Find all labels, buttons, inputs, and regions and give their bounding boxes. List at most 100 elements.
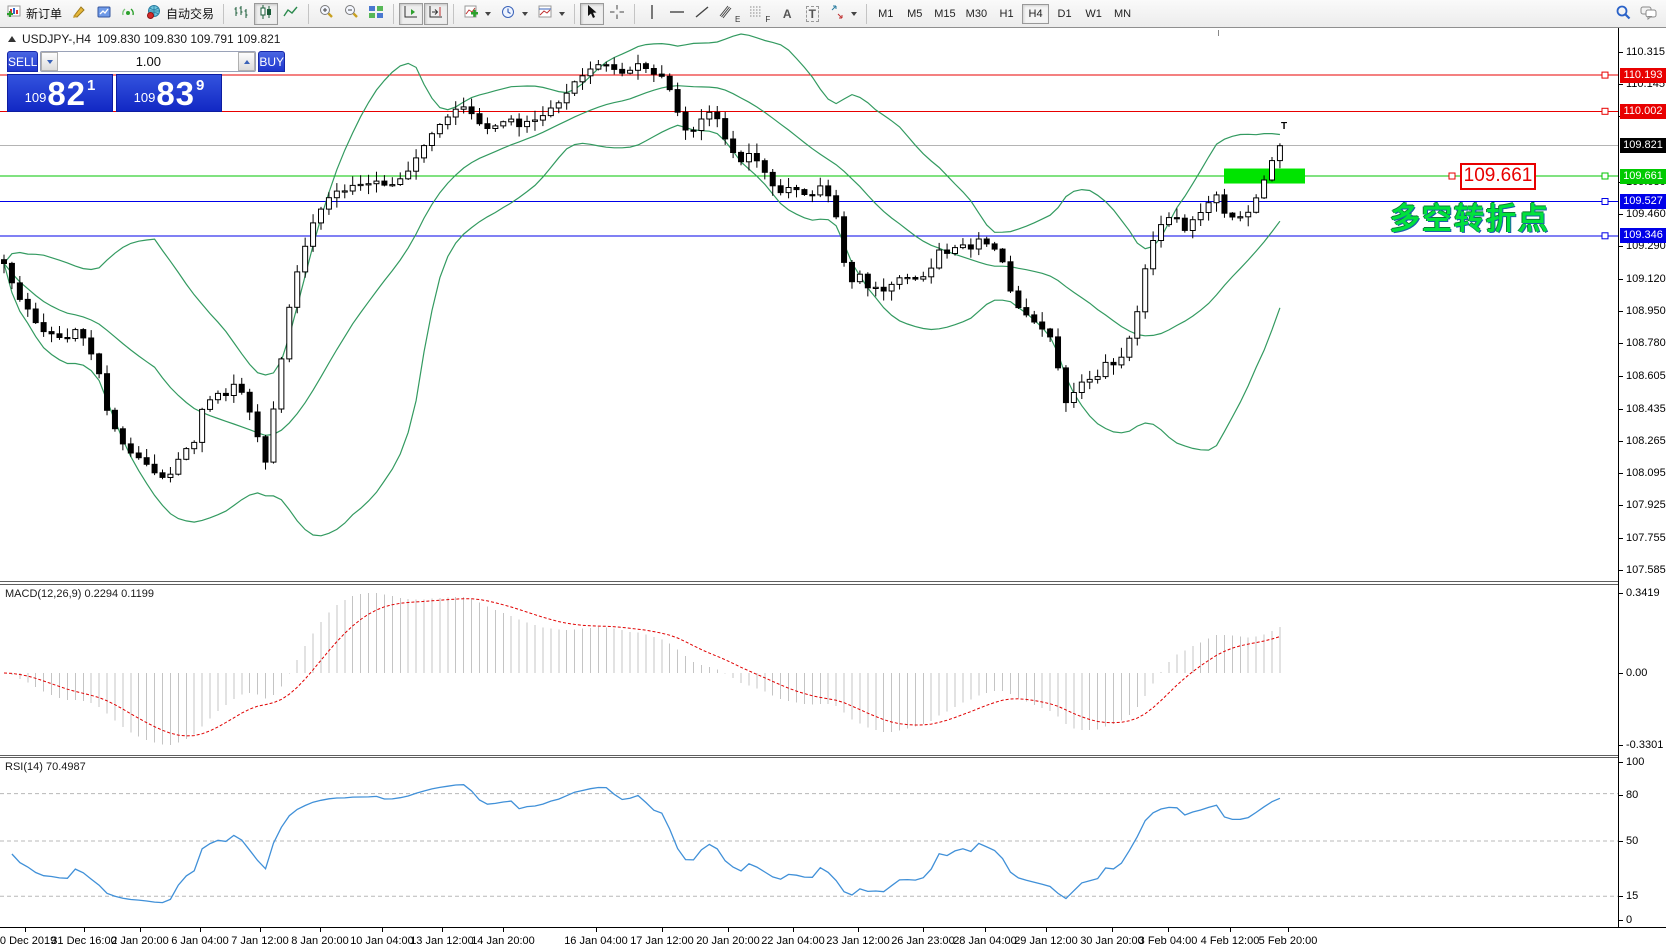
time-label: 17 Jan 12:00 [630, 935, 694, 947]
toolbar-separator [308, 3, 310, 24]
timeframe-M15[interactable]: M15 [930, 4, 959, 24]
text-tool-button[interactable]: A [775, 3, 799, 25]
rsi-axis-label: 0 [1626, 914, 1633, 926]
yellow-arrow-icon [71, 4, 87, 23]
label-tool-button[interactable]: T [800, 3, 824, 25]
chart-shift-button[interactable] [424, 2, 449, 25]
rsi-axis-label: 80 [1626, 789, 1639, 801]
rsi-axis-label: 15 [1626, 890, 1639, 902]
zoom-out-button[interactable] [339, 3, 363, 25]
rsi-tick [1619, 896, 1623, 897]
timeframe-W1[interactable]: W1 [1080, 4, 1107, 24]
macd-canvas[interactable] [0, 585, 1618, 755]
rsi-tick [1619, 762, 1623, 763]
horizontal-line-tool-button[interactable] [665, 3, 689, 25]
price-chart-canvas[interactable] [0, 28, 1618, 581]
volume-decrease-button[interactable] [41, 52, 59, 71]
bar-chart-icon [233, 4, 249, 23]
down-arrow-icon [46, 59, 53, 64]
price-tick-label: 107.755 [1626, 531, 1666, 544]
arrows-tool-button[interactable] [825, 3, 861, 25]
time-tick [596, 928, 597, 932]
macd-label: MACD(12,26,9) 0.2294 0.1199 [5, 588, 154, 600]
favorites-button[interactable] [67, 3, 91, 25]
sell-price-prefix: 109 [24, 90, 47, 105]
buy-button[interactable]: BUY [258, 51, 286, 72]
arrows-icon [829, 4, 845, 23]
zoom-in-icon [318, 4, 334, 23]
sell-price-button[interactable]: 109 82 1 [7, 74, 113, 112]
toolbar-separator [866, 3, 868, 24]
line-chart-type-button[interactable] [279, 3, 303, 25]
price-tick [1619, 440, 1623, 442]
price-tick-label: 108.780 [1626, 337, 1666, 350]
search-icon [1615, 4, 1632, 24]
channel-tool-button[interactable]: E [715, 3, 744, 25]
turning-point-annotation[interactable]: 多空转折点 [1390, 203, 1550, 236]
auto-scroll-button[interactable] [399, 2, 424, 25]
macd-tick [1619, 593, 1623, 594]
fibonacci-icon [749, 4, 763, 23]
collapse-chart-icon[interactable] [8, 36, 16, 42]
cursor-button[interactable] [580, 2, 605, 25]
rsi-tick [1619, 841, 1623, 842]
trendline-tool-button[interactable] [690, 3, 714, 25]
sell-button[interactable]: SELL [7, 51, 39, 72]
template-icon [537, 4, 553, 23]
volume-increase-button[interactable] [238, 52, 256, 71]
volume-input[interactable] [58, 52, 239, 71]
main-toolbar: 新订单 自动交易 E F A T M1 M5 M15 M30 H1 H4 D1 W1 MN [0, 0, 1666, 28]
templates-button[interactable] [533, 3, 569, 25]
timeframe-H1[interactable]: H1 [993, 4, 1020, 24]
chat-icon [1640, 4, 1658, 23]
chat-button[interactable] [1636, 3, 1662, 25]
rsi-tick [1619, 920, 1623, 921]
time-tick [25, 928, 26, 932]
timeframe-M30[interactable]: M30 [962, 4, 991, 24]
periods-button[interactable] [496, 3, 532, 25]
price-callout-box[interactable]: 109.661 [1460, 162, 1536, 190]
buy-price-prefix: 109 [133, 90, 156, 105]
macd-pane[interactable]: MACD(12,26,9) 0.2294 0.1199 [0, 585, 1618, 755]
macd-tick [1619, 673, 1623, 674]
buy-price-button[interactable]: 109 83 9 [116, 74, 222, 112]
timeframe-MN[interactable]: MN [1109, 4, 1136, 24]
crosshair-button[interactable] [605, 3, 629, 25]
rsi-canvas[interactable] [0, 758, 1618, 927]
timeframe-M5[interactable]: M5 [901, 4, 928, 24]
bar-chart-type-button[interactable] [229, 3, 253, 25]
price-tick-label: 110.315 [1626, 45, 1665, 58]
timeframe-H4[interactable]: H4 [1022, 3, 1050, 24]
auto-scroll-icon [403, 4, 419, 23]
crosshair-icon [609, 4, 625, 23]
search-button[interactable] [1611, 3, 1636, 25]
vertical-line-tool-button[interactable] [640, 3, 664, 25]
new-order-button[interactable]: 新订单 [2, 3, 66, 25]
price-axis[interactable]: 110.315110.145109.975109.630109.460109.2… [1618, 28, 1666, 927]
timeframe-M1[interactable]: M1 [872, 4, 899, 24]
charts-window-button[interactable] [92, 3, 116, 25]
price-level-label: 109.661 [1620, 168, 1666, 184]
time-tick [382, 928, 383, 932]
tile-windows-button[interactable] [364, 3, 388, 25]
price-tick-label: 108.605 [1626, 370, 1666, 383]
text-marker[interactable]: T [1281, 121, 1288, 133]
zoom-in-button[interactable] [314, 3, 338, 25]
signals-button[interactable] [117, 3, 141, 25]
time-axis[interactable]: 30 Dec 2019 31 Dec 16:00 2 Jan 20:00 6 Jan … [0, 927, 1666, 951]
fibonacci-tool-button[interactable]: F [745, 3, 774, 25]
zoom-out-icon [343, 4, 359, 23]
pane-separator[interactable] [0, 755, 1666, 758]
sell-price-pip: 1 [87, 77, 96, 94]
sell-price-big: 82 [47, 75, 87, 112]
candlestick-chart-type-button[interactable] [254, 2, 279, 25]
indicators-button[interactable] [459, 3, 495, 25]
rsi-pane[interactable]: RSI(14) 70.4987 [0, 758, 1618, 927]
price-tick [1619, 537, 1623, 539]
price-chart-pane[interactable]: USDJPY-,H4 109.830 109.830 109.791 109.8… [0, 28, 1618, 581]
auto-trading-button[interactable]: 自动交易 [142, 3, 218, 25]
timeframe-D1[interactable]: D1 [1051, 4, 1078, 24]
toolbar-right-group [1611, 3, 1662, 25]
pane-separator[interactable] [0, 581, 1666, 585]
time-label: 23 Jan 12:00 [826, 935, 890, 947]
